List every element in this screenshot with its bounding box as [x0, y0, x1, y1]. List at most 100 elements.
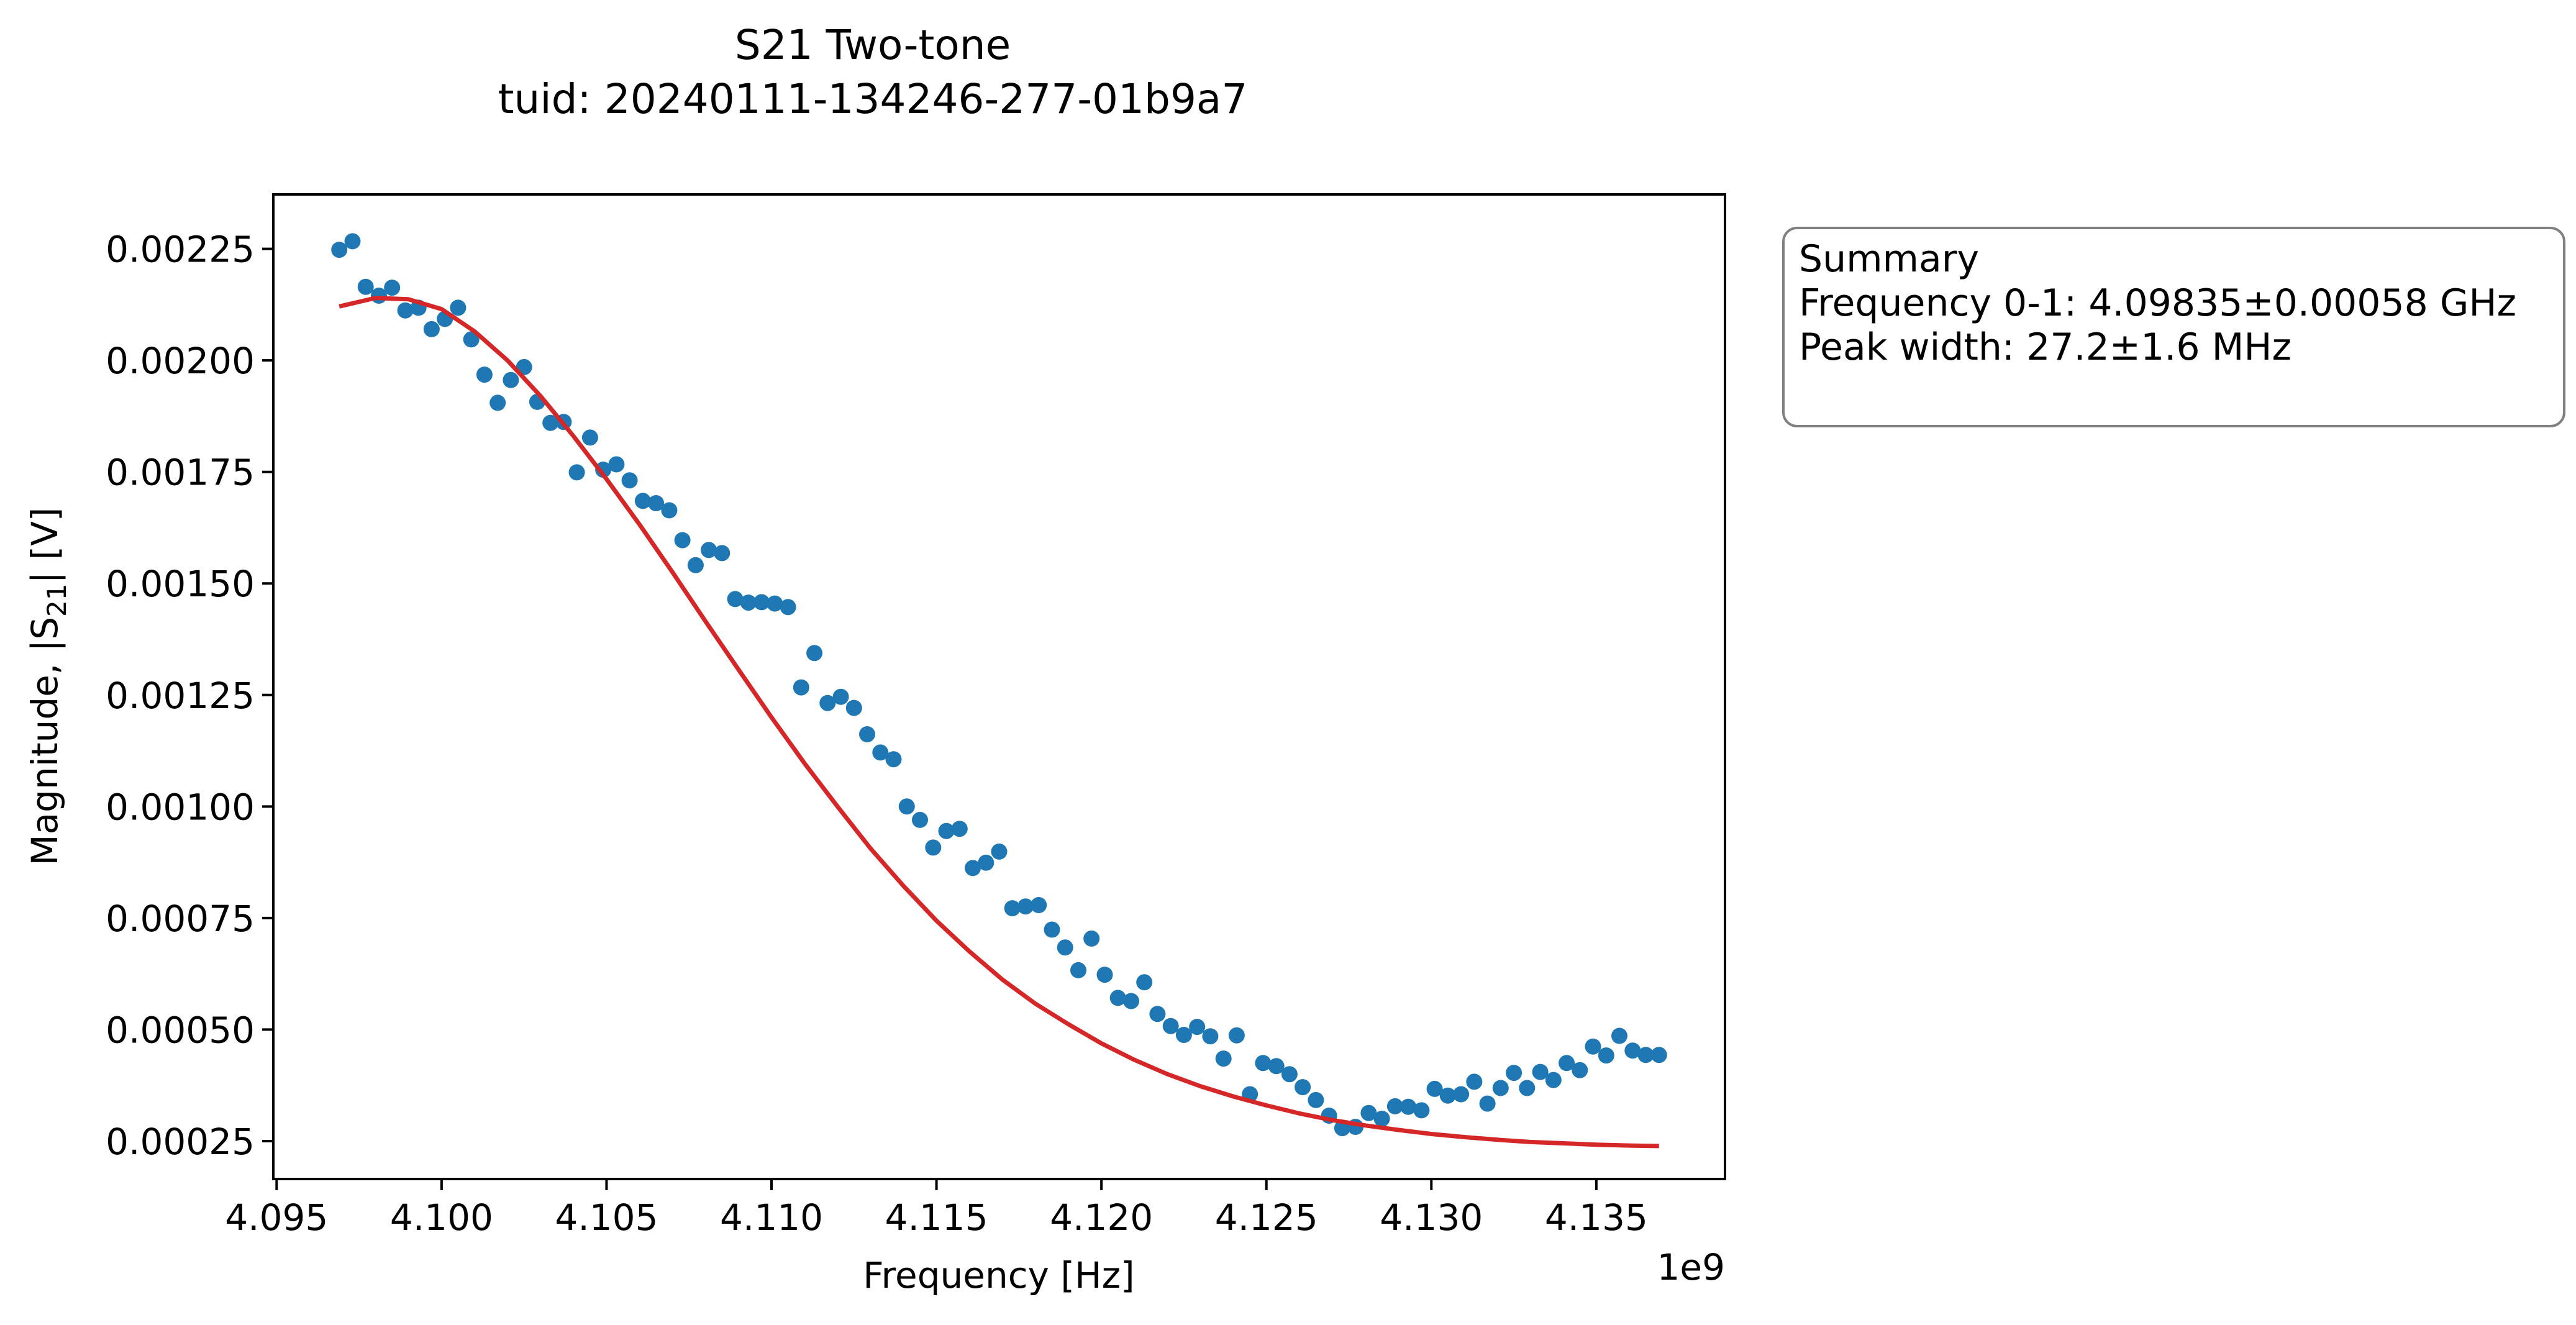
data-point — [1004, 900, 1021, 917]
y-tick-label: 0.00175 — [106, 452, 255, 494]
x-tick-label: 4.100 — [390, 1196, 493, 1239]
data-point — [1519, 1080, 1536, 1096]
x-tick-label: 4.115 — [885, 1196, 988, 1239]
x-tick-label: 4.095 — [225, 1196, 328, 1239]
chart-title: S21 Two-tone — [735, 21, 1011, 69]
data-point — [1149, 1006, 1166, 1022]
data-point — [674, 532, 691, 549]
y-tick-label: 0.00025 — [106, 1121, 255, 1163]
data-point — [648, 495, 665, 511]
data-point — [608, 456, 625, 473]
data-point — [925, 839, 942, 856]
y-tick-label: 0.00100 — [106, 786, 255, 828]
y-tick-label: 0.00125 — [106, 675, 255, 717]
data-point — [1585, 1038, 1601, 1055]
data-point — [1017, 898, 1034, 915]
data-point — [1611, 1027, 1627, 1044]
data-point — [687, 557, 704, 573]
summary-heading: Summary — [1799, 237, 1979, 281]
x-axis-label: Frequency [Hz] — [863, 1254, 1134, 1296]
data-point — [1386, 1098, 1403, 1114]
data-point — [1123, 993, 1139, 1009]
x-tick-label: 4.135 — [1545, 1196, 1648, 1239]
data-point — [476, 367, 493, 383]
data-point — [357, 278, 374, 295]
x-axis-offset-label: 1e9 — [1657, 1246, 1726, 1288]
data-point — [1109, 990, 1126, 1006]
data-point — [753, 594, 770, 611]
data-point — [780, 599, 796, 616]
x-tick-label: 4.120 — [1050, 1196, 1153, 1239]
data-point — [595, 462, 612, 478]
data-point — [450, 299, 467, 316]
data-point — [568, 464, 585, 481]
data-point — [634, 493, 651, 509]
summary-peak-width: Peak width: 27.2±1.6 MHz — [1799, 326, 2292, 369]
data-point — [898, 798, 915, 815]
data-point — [1598, 1047, 1614, 1064]
data-point — [1255, 1055, 1272, 1072]
data-point — [740, 594, 757, 611]
data-point — [1572, 1062, 1588, 1078]
data-point — [845, 699, 862, 716]
data-point — [1295, 1079, 1311, 1096]
y-tick-label: 0.00225 — [106, 229, 255, 271]
data-point — [331, 242, 348, 258]
plot-frame — [272, 193, 1726, 1180]
data-point — [1175, 1027, 1192, 1043]
data-point — [423, 321, 440, 337]
data-point — [1373, 1111, 1390, 1127]
data-point — [912, 811, 928, 828]
data-point — [1268, 1058, 1285, 1075]
fit-curve — [339, 296, 1659, 1149]
data-point — [793, 679, 809, 696]
data-point — [1070, 962, 1086, 978]
data-point — [767, 595, 783, 612]
data-point — [1426, 1080, 1443, 1097]
data-point — [727, 591, 744, 608]
data-point — [1453, 1086, 1470, 1103]
x-tick-label: 4.130 — [1380, 1196, 1483, 1239]
data-point — [1308, 1091, 1324, 1108]
data-point — [1202, 1028, 1219, 1045]
data-point — [832, 688, 849, 705]
data-point — [1624, 1042, 1641, 1059]
data-point — [872, 744, 889, 761]
data-point — [1189, 1019, 1206, 1036]
x-tick-label: 4.110 — [720, 1196, 823, 1239]
data-point — [1545, 1072, 1562, 1088]
axis-ticks: 4.095 4.100 4.105 4.110 4.115 4.120 4.125 4.130… — [106, 229, 1648, 1239]
data-point — [661, 502, 678, 519]
data-point — [542, 414, 559, 431]
y-axis-label-main: Magnitude, |S — [24, 617, 66, 866]
data-point — [1400, 1098, 1417, 1115]
data-point — [1044, 921, 1060, 938]
plot-marks — [331, 233, 1667, 1149]
data-point — [1228, 1027, 1245, 1044]
data-point — [938, 822, 955, 839]
y-axis-label: Magnitude, |S21| [V] — [24, 508, 72, 866]
data-point — [714, 545, 730, 562]
data-point — [1466, 1073, 1483, 1090]
data-point — [1136, 974, 1153, 991]
data-point — [1096, 967, 1113, 983]
data-point — [384, 280, 401, 296]
data-point — [344, 233, 361, 250]
data-point — [1532, 1063, 1549, 1080]
summary-frequency: Frequency 0-1: 4.09835±0.00058 GHz — [1799, 281, 2516, 325]
y-tick-label: 0.00050 — [106, 1009, 255, 1051]
data-point — [489, 394, 506, 411]
data-point — [701, 542, 717, 558]
data-point — [1506, 1065, 1522, 1081]
y-axis-label-subscript: 21 — [42, 583, 72, 616]
data-point — [1360, 1104, 1377, 1121]
summary-box-border — [1782, 227, 2565, 427]
data-point — [1083, 930, 1100, 947]
x-tick-label: 4.125 — [1215, 1196, 1318, 1239]
y-tick-label: 0.00150 — [106, 563, 255, 605]
summary-box: Summary Frequency 0-1: 4.09835±0.00058 G… — [1782, 227, 2565, 427]
y-tick-label: 0.00075 — [106, 898, 255, 940]
data-point — [503, 371, 519, 388]
x-tick-label: 4.105 — [555, 1196, 658, 1239]
data-point — [621, 472, 638, 489]
